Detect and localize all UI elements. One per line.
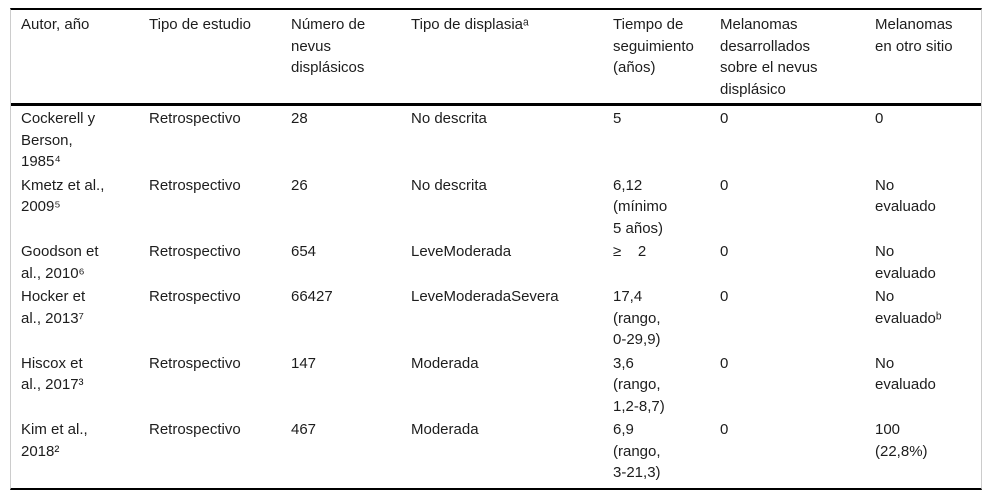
cell-study-type: Retrospectivo bbox=[149, 110, 241, 127]
cell-followup-time: ≥ 2 bbox=[613, 243, 647, 260]
table-row: Hiscox et al., 2017³ Retrospectivo 147 M… bbox=[11, 351, 981, 418]
cell-melanomas-other-site: No evaluado bbox=[875, 354, 936, 394]
cell-dysplasia-type: Moderada bbox=[411, 421, 479, 438]
table-header-row: Autor, año Tipo de estudio Número de nev… bbox=[11, 10, 981, 106]
table-row: Goodson et al., 2010⁶ Retrospectivo 654 … bbox=[11, 239, 981, 284]
cell-melanomas-on-nevus: 0 bbox=[720, 354, 729, 372]
cell-nevi-count: 467 bbox=[291, 421, 317, 438]
table-row: Hocker et al., 2013⁷ Retrospectivo 66427… bbox=[11, 284, 981, 351]
cell-author: Hiscox et al., 2017³ bbox=[21, 354, 84, 394]
table-row: Kmetz et al., 2009⁵ Retrospectivo 26 No … bbox=[11, 173, 981, 240]
cell-followup-time: 17,4 (rango, 0-29,9) bbox=[613, 288, 661, 348]
cell-melanomas-on-nevus: 0 bbox=[720, 176, 729, 194]
cell-melanomas-other-site: No evaluado bbox=[875, 243, 936, 282]
cell-melanomas-other-site: 100 (22,8%) bbox=[875, 421, 928, 460]
cell-followup-time: 5 bbox=[613, 110, 622, 127]
cell-nevi-count: 26 bbox=[291, 176, 308, 194]
header-tipo-displasia: Tipo de displasiaᵃ bbox=[411, 16, 529, 33]
cell-dysplasia-type: No descrita bbox=[411, 176, 487, 194]
cell-melanomas-other-site: 0 bbox=[875, 110, 884, 127]
cell-study-type: Retrospectivo bbox=[149, 176, 241, 194]
header-autor-ano: Autor, año bbox=[21, 16, 90, 33]
cell-nevi-count: 654 bbox=[291, 243, 317, 260]
header-tiempo-seguimiento: Tiempo de seguimiento (años) bbox=[613, 16, 694, 76]
cell-melanomas-other-site: No evaluadoᵇ bbox=[875, 288, 942, 327]
cell-nevi-count: 28 bbox=[291, 110, 308, 127]
cell-melanomas-other-site: No evaluado bbox=[875, 176, 936, 216]
table-row: Kim et al., 2018² Retrospectivo 467 Mode… bbox=[11, 417, 981, 488]
cell-dysplasia-type: No descrita bbox=[411, 110, 487, 127]
header-numero-nevus: Número de nevus displásicos bbox=[291, 16, 366, 76]
cell-dysplasia-type: LeveModerada bbox=[411, 243, 512, 260]
header-melanomas-otro-sitio: Melanomas en otro sitio bbox=[875, 16, 953, 55]
header-melanomas-sobre-nevus: Melanomas desarrollados sobre el nevus d… bbox=[720, 16, 818, 98]
header-tipo-estudio: Tipo de estudio bbox=[149, 16, 252, 33]
cell-melanomas-on-nevus: 0 bbox=[720, 243, 729, 260]
cell-followup-time: 3,6 (rango, 1,2-8,7) bbox=[613, 354, 665, 415]
cell-followup-time: 6,9 (rango, 3-21,3) bbox=[613, 421, 661, 481]
studies-table: Autor, año Tipo de estudio Número de nev… bbox=[10, 8, 982, 490]
cell-dysplasia-type: LeveModeradaSevera bbox=[411, 288, 559, 305]
cell-melanomas-on-nevus: 0 bbox=[720, 110, 729, 127]
cell-study-type: Retrospectivo bbox=[149, 421, 241, 438]
table-row: Cockerell y Berson, 1985⁴ Retrospectivo … bbox=[11, 106, 981, 173]
cell-followup-time: 6,12 (mínimo 5 años) bbox=[613, 176, 668, 237]
cell-author: Cockerell y Berson, 1985⁴ bbox=[21, 110, 96, 170]
cell-author: Kim et al., 2018² bbox=[21, 421, 88, 460]
cell-study-type: Retrospectivo bbox=[149, 354, 241, 372]
cell-melanomas-on-nevus: 0 bbox=[720, 288, 729, 305]
cell-melanomas-on-nevus: 0 bbox=[720, 421, 729, 438]
cell-study-type: Retrospectivo bbox=[149, 243, 241, 260]
cell-nevi-count: 66427 bbox=[291, 288, 333, 305]
cell-study-type: Retrospectivo bbox=[149, 288, 241, 305]
cell-author: Kmetz et al., 2009⁵ bbox=[21, 176, 105, 216]
cell-dysplasia-type: Moderada bbox=[411, 354, 479, 372]
cell-author: Goodson et al., 2010⁶ bbox=[21, 243, 99, 282]
cell-author: Hocker et al., 2013⁷ bbox=[21, 288, 86, 327]
cell-nevi-count: 147 bbox=[291, 354, 317, 372]
